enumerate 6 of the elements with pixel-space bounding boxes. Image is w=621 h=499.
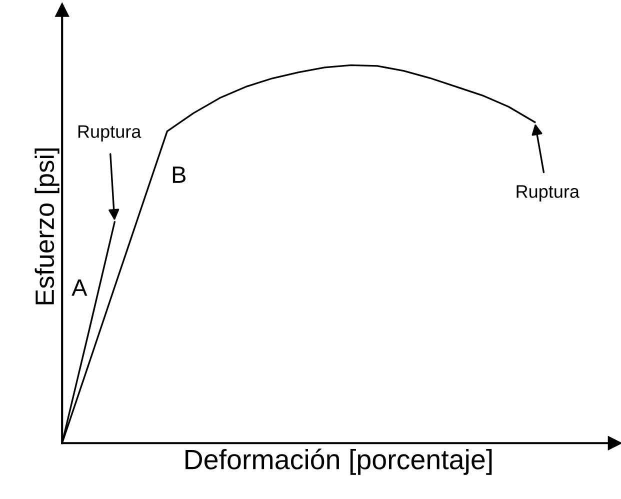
- x-axis-title: Deformación [porcentaje]: [186, 448, 492, 475]
- series-label: A: [72, 280, 88, 296]
- annotation: Ruptura: [78, 125, 142, 142]
- series-label: B: [172, 166, 186, 183]
- annotation: Ruptura: [516, 185, 580, 202]
- y-axis-title: Esfuerzo [psi]: [34, 148, 60, 304]
